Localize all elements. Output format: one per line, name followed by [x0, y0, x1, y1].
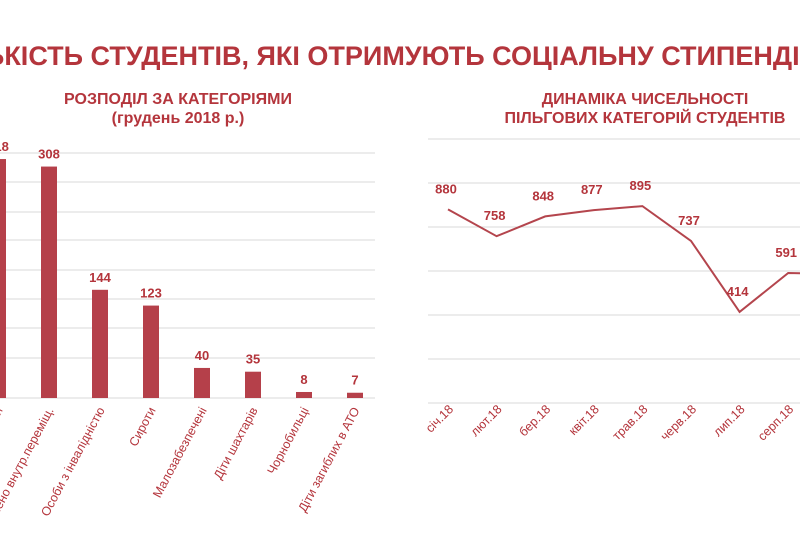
line-value-label: 877	[581, 182, 603, 197]
line-value-label: 895	[630, 178, 652, 193]
bar-value-label: 123	[140, 286, 162, 301]
line-x-label: трав.18	[610, 402, 651, 443]
line-value-label: 591	[775, 245, 797, 260]
bar	[143, 305, 159, 398]
bar	[92, 289, 108, 398]
line-chart-title: ДИНАМІКА ЧИСЕЛЬНОСТІ	[541, 91, 749, 108]
line-x-label: серп.18	[755, 402, 796, 443]
line-value-label: 737	[678, 213, 700, 228]
line-value-label: 848	[532, 188, 554, 203]
bar-value-label: 144	[89, 270, 111, 285]
bar	[245, 371, 261, 398]
line-value-label: 880	[435, 181, 457, 196]
line-x-label: квіт.18	[566, 402, 602, 438]
line-x-label: лип.18	[711, 402, 748, 439]
bar-chart: 318Сироти308Вимушено внутр.переміщ.144Ос…	[0, 139, 375, 547]
line-x-label: січ.18	[423, 402, 456, 435]
bar-value-label: 35	[246, 352, 260, 367]
bar-value-label: 8	[300, 372, 307, 387]
bar-chart-subtitle: (грудень 2018 р.)	[111, 110, 245, 127]
bar-category-label: Сироти	[0, 405, 6, 449]
bar-chart-title: РОЗПОДІЛ ЗА КАТЕГОРІЯМИ	[64, 91, 292, 108]
line-chart-subtitle: ПІЛЬГОВИХ КАТЕГОРІЙ СТУДЕНТІВ	[504, 110, 786, 127]
bar-category-label: Малозабезпечені	[150, 405, 209, 500]
bar-value-label: 7	[351, 373, 358, 388]
line-value-label: 414	[727, 284, 749, 299]
bar-category-label: Вимушено внутр.переміщ.	[0, 405, 57, 547]
bar-value-label: 318	[0, 139, 9, 154]
bar-category-label: Діти шахтарів	[211, 405, 261, 482]
bar	[296, 391, 312, 398]
bar-value-label: 308	[38, 147, 60, 162]
bar-category-label: Чорнобильці	[265, 405, 312, 477]
bar	[347, 392, 363, 398]
line-chart-title-block: ДИНАМІКА ЧИСЕЛЬНОСТІ ПІЛЬГОВИХ КАТЕГОРІЙ…	[445, 90, 800, 128]
bar-value-label: 40	[195, 348, 209, 363]
bar	[41, 166, 57, 398]
line-x-label: черв.18	[658, 402, 699, 443]
line-x-label: бер.18	[516, 402, 553, 439]
main-title-text: КІЛЬКІСТЬ СТУДЕНТІВ, ЯКІ ОТРИМУЮТЬ СОЦІА…	[0, 41, 800, 70]
line-chart: 880 січ.18 758 лют.18 848 бер.18 877 квіт.18 895…	[423, 138, 800, 444]
line-series	[447, 205, 800, 314]
bar	[0, 159, 6, 398]
line-x-label: лют.18	[468, 402, 505, 439]
bar-category-label: Сироти	[126, 405, 158, 449]
line-value-label: 758	[484, 208, 506, 223]
main-title: КІЛЬКІСТЬ СТУДЕНТІВ, ЯКІ ОТРИМУЮТЬ СОЦІА…	[0, 0, 800, 70]
bar-chart-title-block: РОЗПОДІЛ ЗА КАТЕГОРІЯМИ (грудень 2018 р.…	[28, 90, 328, 128]
bar	[194, 367, 210, 398]
